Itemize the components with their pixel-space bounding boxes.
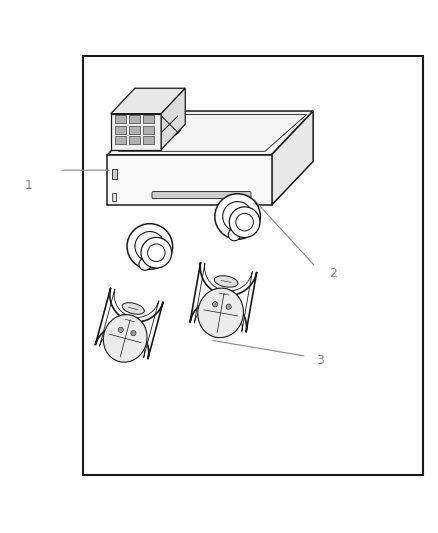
Circle shape [226,304,231,309]
Circle shape [131,330,136,336]
Bar [115,115,126,123]
Ellipse shape [198,288,244,337]
Bar [129,136,140,144]
Ellipse shape [119,315,141,326]
Circle shape [118,327,124,333]
Bar [129,115,140,123]
Ellipse shape [214,276,238,287]
Circle shape [223,201,252,231]
Polygon shape [272,111,313,205]
Bar [143,136,154,144]
Polygon shape [111,88,185,114]
Ellipse shape [212,288,236,300]
Ellipse shape [122,303,144,314]
Polygon shape [95,288,163,359]
Polygon shape [107,155,272,205]
Bar [143,126,154,134]
Polygon shape [161,88,185,150]
Polygon shape [107,111,313,155]
Text: 1: 1 [25,179,32,192]
Circle shape [157,112,182,136]
Polygon shape [111,114,161,150]
Circle shape [212,302,218,307]
Ellipse shape [103,314,147,362]
Circle shape [135,231,165,261]
Circle shape [215,193,260,239]
Circle shape [228,229,240,241]
Bar [115,126,126,134]
Circle shape [139,258,151,270]
Bar [115,136,126,144]
Bar [143,115,154,123]
Bar [83,56,423,474]
Polygon shape [190,262,257,332]
Circle shape [141,237,172,268]
Bar [129,126,140,134]
Circle shape [148,244,165,262]
Text: 3: 3 [316,354,324,367]
Bar [112,169,117,179]
Circle shape [127,224,173,269]
Text: 2: 2 [329,266,337,280]
Bar [112,193,116,201]
Circle shape [229,207,260,238]
FancyBboxPatch shape [152,191,251,199]
Circle shape [236,213,253,231]
